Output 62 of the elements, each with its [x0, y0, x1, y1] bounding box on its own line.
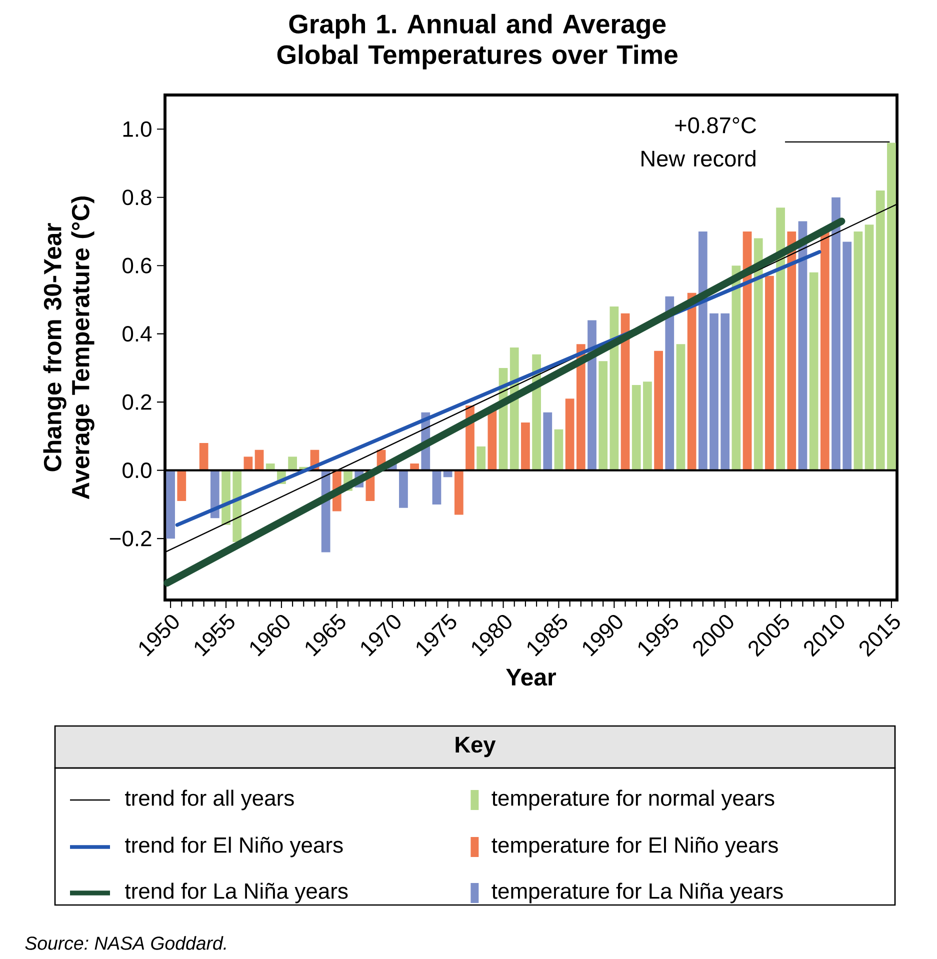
bar — [254, 450, 264, 470]
legend-label: temperature for normal years — [492, 790, 774, 810]
bar — [244, 456, 253, 470]
bar — [732, 266, 741, 470]
bar — [543, 412, 552, 470]
bar — [842, 242, 852, 470]
bar — [488, 408, 497, 470]
y-tick-label: 1.0 — [123, 121, 152, 137]
bar — [620, 313, 630, 470]
annotation: +0.87°C New record — [642, 117, 756, 167]
y-tick-label: 0.8 — [122, 190, 152, 206]
bar — [776, 208, 785, 470]
y-tick-label: −0.2 — [110, 530, 152, 546]
legend-label: trend for La Niña years — [125, 882, 348, 904]
bar — [199, 443, 208, 470]
bar — [576, 344, 586, 470]
bar — [588, 320, 596, 470]
bar — [720, 313, 730, 470]
bar — [288, 456, 297, 470]
y-axis-title: Change from 30-Year Average Temperature (°C) — [43, 196, 94, 500]
bar — [432, 470, 442, 504]
bar — [798, 221, 808, 470]
bar — [565, 398, 574, 470]
bar — [177, 470, 186, 502]
bar — [832, 197, 840, 470]
y-tick-label: 0.4 — [122, 326, 152, 342]
bar — [454, 470, 464, 515]
bar — [854, 231, 863, 470]
bar — [610, 306, 619, 470]
y-tick-label: 0.6 — [122, 258, 152, 274]
bar — [632, 385, 641, 470]
x-axis-title: Year — [506, 668, 556, 686]
y-tick-label: 0.2 — [122, 394, 152, 410]
bar — [687, 292, 696, 470]
bar — [742, 231, 752, 470]
bar — [809, 272, 818, 470]
bar — [876, 190, 885, 470]
bar — [654, 350, 663, 470]
bar — [598, 361, 608, 470]
legend-title: Key — [456, 736, 496, 758]
legend-label: temperature for El Niño years — [492, 836, 778, 858]
y-tick-label: 0.0 — [122, 462, 152, 478]
legend-label: temperature for La Niña years — [492, 882, 783, 904]
chart-title: Graph 1. Annual and Average Global Temperatures over Time — [277, 14, 678, 70]
bar — [554, 429, 564, 470]
bar — [676, 344, 686, 470]
bar — [765, 276, 774, 470]
bar — [399, 470, 408, 508]
bar — [710, 313, 718, 470]
bar — [887, 142, 896, 470]
bar — [787, 231, 796, 470]
legend-label: trend for El Niño years — [125, 836, 343, 858]
bar — [521, 422, 530, 470]
bar — [754, 238, 763, 470]
bar — [665, 296, 674, 470]
bar — [698, 231, 708, 470]
legend-label: trend for all years — [125, 790, 294, 810]
bar — [476, 446, 486, 470]
bar — [643, 382, 652, 470]
bar — [166, 470, 175, 539]
bar — [864, 224, 874, 470]
source-note: Source: NASA Goddard. — [25, 936, 226, 950]
